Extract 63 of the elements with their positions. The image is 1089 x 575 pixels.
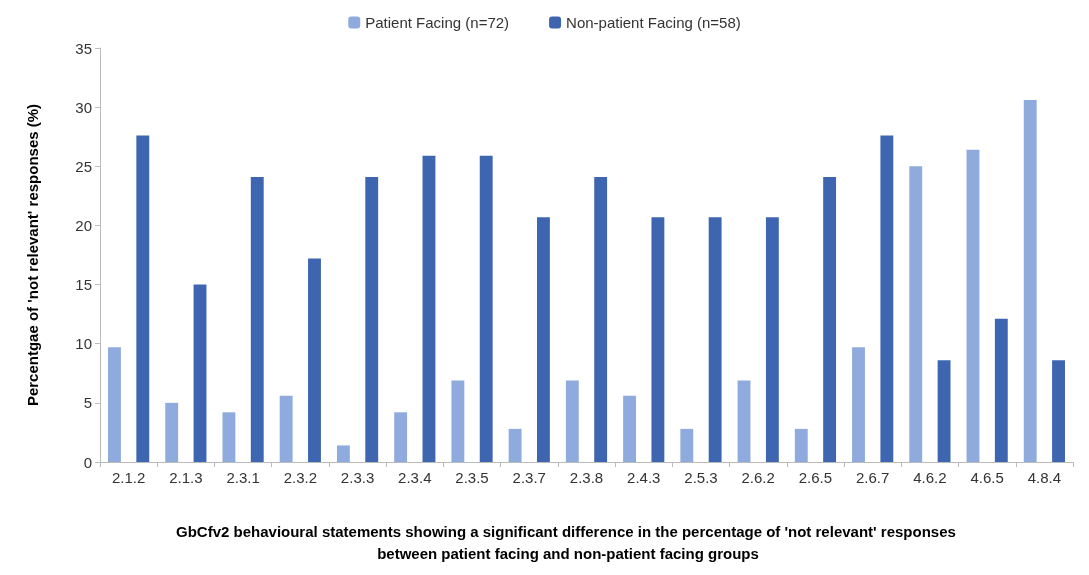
x-tick-label: 2.4.3 (627, 469, 661, 486)
bar (365, 176, 379, 462)
bar (193, 284, 207, 462)
bar (250, 176, 264, 462)
x-tick-label: 2.6.2 (741, 469, 775, 486)
x-tick-label: 2.3.1 (226, 469, 260, 486)
bar (737, 380, 751, 462)
bar (623, 395, 637, 462)
x-tick-label: 4.6.5 (970, 469, 1004, 486)
bar (852, 347, 865, 462)
x-tick-label: 2.3.5 (455, 469, 489, 486)
bar (1023, 100, 1037, 462)
x-tick-label: 2.3.2 (283, 469, 318, 486)
bar (136, 135, 150, 462)
bar (1052, 360, 1065, 462)
bar (909, 166, 923, 462)
bar (394, 412, 408, 462)
bar (966, 149, 980, 462)
y-tick-label: 25 (75, 157, 92, 175)
x-tick-label: 2.6.7 (855, 469, 890, 486)
bar (823, 176, 837, 462)
bar (708, 217, 722, 462)
bar (279, 395, 293, 462)
legend-label: Non-patient Facing (n=58) (566, 14, 741, 31)
y-tick-label: 35 (75, 39, 92, 57)
bar (536, 217, 550, 462)
y-tick-label: 10 (75, 335, 92, 353)
x-tick-label: 2.3.8 (569, 469, 604, 486)
bar (479, 155, 493, 462)
y-tick-label: 30 (75, 98, 92, 116)
bar (651, 217, 665, 462)
x-tick-label: 4.6.2 (913, 469, 947, 486)
x-tick-label: 2.1.2 (111, 469, 146, 486)
x-tick-label: 2.3.3 (340, 469, 375, 486)
x-axis-title: GbCfv2 behavioural statements showing a significant difference in the percentage of 'not relevant' responses between patient facing and non-patient facing groups (176, 522, 960, 562)
x-tick-label: 2.3.7 (512, 469, 546, 486)
bar (680, 428, 694, 462)
y-tick-label: 20 (75, 216, 92, 234)
bar (222, 412, 236, 462)
x-tick-label: 2.1.3 (169, 469, 203, 486)
bar (794, 428, 808, 462)
bar (937, 360, 951, 462)
y-axis-title: Percentgae of 'not relevant' responses (%) (24, 103, 41, 407)
y-tick-label: 0 (83, 453, 92, 471)
bar (108, 347, 121, 462)
x-tick-label: 2.5.3 (684, 469, 718, 486)
x-tick-label: 4.8.4 (1027, 469, 1062, 486)
bar (565, 380, 579, 462)
bar (451, 380, 465, 462)
bar (508, 428, 522, 462)
bar (308, 258, 321, 462)
y-tick-label: 15 (75, 276, 92, 294)
legend-label: Patient Facing (n=72) (365, 14, 510, 31)
bar (336, 445, 350, 462)
x-tick-label: 2.6.5 (798, 469, 833, 486)
y-tick-label: 5 (83, 394, 92, 412)
bar (422, 155, 436, 462)
bar (765, 217, 779, 462)
bar (994, 318, 1008, 462)
bar (594, 176, 608, 462)
bar (880, 135, 894, 462)
x-tick-label: 2.3.4 (398, 469, 432, 486)
bar (165, 402, 179, 462)
